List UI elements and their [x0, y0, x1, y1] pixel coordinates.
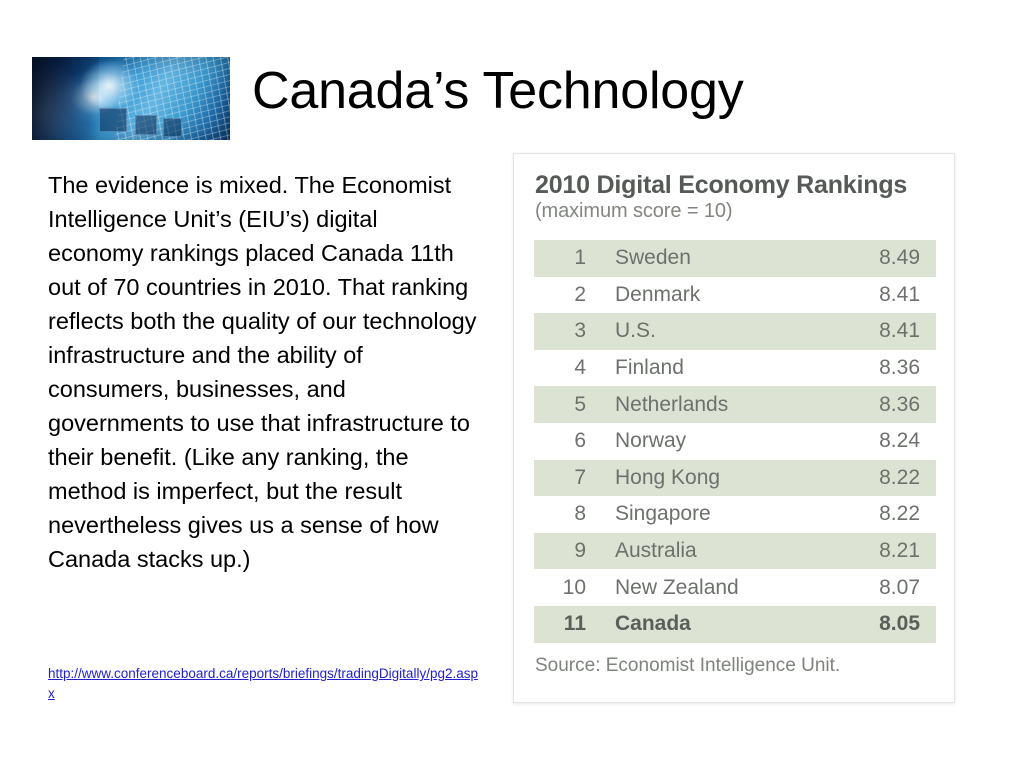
rank-position: 3: [574, 319, 586, 343]
rank-position: 7: [574, 465, 586, 489]
rank-score: 8.49: [879, 246, 920, 270]
table-row: 9 Australia 8.21: [534, 532, 936, 570]
rank-position: 11: [563, 612, 586, 636]
rank-score: 8.36: [879, 356, 920, 380]
chip-block-3: [162, 118, 183, 137]
rank-score: 8.41: [879, 282, 920, 306]
rank-position: 8: [574, 502, 586, 526]
table-row: 4 Finland 8.36: [534, 350, 936, 387]
table-row: 7 Hong Kong 8.22: [534, 459, 936, 497]
rank-country: Norway: [615, 429, 687, 453]
body-paragraph: The evidence is mixed. The Economist Int…: [48, 172, 477, 572]
table-row: 3 U.S. 8.41: [534, 313, 936, 350]
table-row: 11 Canada 8.05: [534, 605, 936, 643]
rank-country: Hong Kong: [615, 465, 721, 489]
slide-header: Canada’s Technology: [0, 0, 1024, 150]
rank-score: 8.22: [879, 465, 920, 489]
rank-position: 1: [574, 246, 586, 270]
table-row: 10 New Zealand 8.07: [534, 569, 936, 606]
rank-position: 9: [574, 539, 586, 563]
panel-subtitle: (maximum score = 10): [535, 200, 733, 222]
rank-country: New Zealand: [615, 575, 739, 599]
chip-block-2: [134, 115, 157, 136]
panel-title: 2010 Digital Economy Rankings: [535, 171, 908, 199]
digital-globe-image: [32, 57, 230, 140]
rank-country: Singapore: [615, 502, 711, 526]
rank-score: 8.36: [879, 392, 920, 416]
rank-position: 4: [574, 356, 586, 380]
rank-score: 8.22: [879, 502, 920, 526]
rank-score: 8.07: [879, 575, 920, 599]
chip-block-1: [99, 108, 128, 133]
table-row: 6 Norway 8.24: [534, 423, 936, 460]
rank-country: Sweden: [615, 246, 691, 270]
light-flare: [79, 58, 139, 107]
table-row: 1 Sweden 8.49: [534, 240, 936, 277]
rank-country: Netherlands: [615, 392, 729, 416]
rank-position: 2: [574, 282, 586, 306]
rank-position: 10: [562, 575, 586, 599]
rank-score: 8.41: [879, 319, 920, 343]
rank-country: Australia: [615, 539, 697, 563]
table-row: 2 Denmark 8.41: [534, 277, 936, 314]
rank-country: Canada: [615, 612, 691, 636]
rank-score: 8.05: [879, 612, 920, 636]
rank-position: 5: [574, 392, 586, 416]
ranking-table: 1 Sweden 8.49 2 Denmark 8.41 3 U.S. 8.41 4 Finland…: [534, 240, 936, 643]
rank-score: 8.24: [879, 429, 920, 453]
ranking-panel: 2010 Digital Economy Rankings (maximum s…: [513, 153, 955, 703]
rank-position: 6: [574, 429, 586, 453]
page-title: Canada’s Technology: [252, 62, 744, 120]
rank-score: 8.21: [879, 539, 920, 563]
panel-source-note: Source: Economist Intelligence Unit.: [535, 655, 841, 676]
table-row: 8 Singapore 8.22: [534, 496, 936, 533]
rank-country: Denmark: [615, 282, 701, 306]
table-row: 5 Netherlands 8.36: [534, 386, 936, 423]
source-link[interactable]: http://www.conferenceboard.ca/reports/br…: [48, 666, 478, 701]
rank-country: U.S.: [615, 319, 656, 343]
rank-country: Finland: [615, 356, 684, 380]
